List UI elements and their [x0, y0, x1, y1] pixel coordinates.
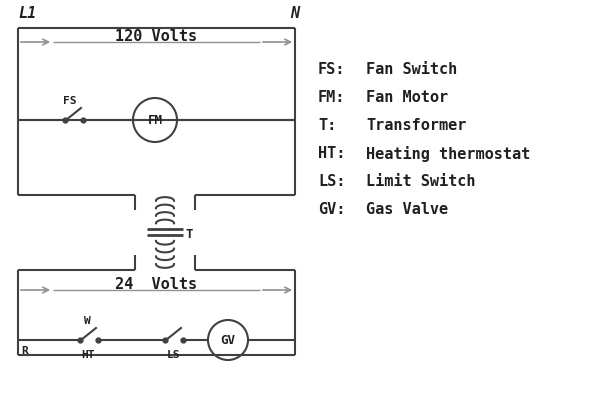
Text: W: W — [84, 316, 91, 326]
Text: 24  Volts: 24 Volts — [116, 277, 198, 292]
Text: FS: FS — [63, 96, 77, 106]
Text: GV: GV — [221, 334, 235, 346]
Text: Fan Switch: Fan Switch — [366, 62, 457, 78]
Text: FS:: FS: — [318, 62, 345, 78]
Text: L1: L1 — [18, 6, 36, 22]
Text: R: R — [21, 346, 28, 356]
Text: Heating thermostat: Heating thermostat — [366, 146, 530, 162]
Text: N: N — [290, 6, 299, 22]
Text: GV:: GV: — [318, 202, 345, 218]
Text: 120 Volts: 120 Volts — [116, 29, 198, 44]
Text: LS:: LS: — [318, 174, 345, 190]
Text: HT: HT — [81, 350, 95, 360]
Text: Transformer: Transformer — [366, 118, 466, 134]
Text: Limit Switch: Limit Switch — [366, 174, 476, 190]
Text: HT:: HT: — [318, 146, 345, 162]
Text: Fan Motor: Fan Motor — [366, 90, 448, 106]
Text: Gas Valve: Gas Valve — [366, 202, 448, 218]
Text: FM:: FM: — [318, 90, 345, 106]
Text: T: T — [185, 228, 192, 240]
Text: FM: FM — [148, 114, 162, 126]
Text: LS: LS — [167, 350, 181, 360]
Text: T:: T: — [318, 118, 336, 134]
